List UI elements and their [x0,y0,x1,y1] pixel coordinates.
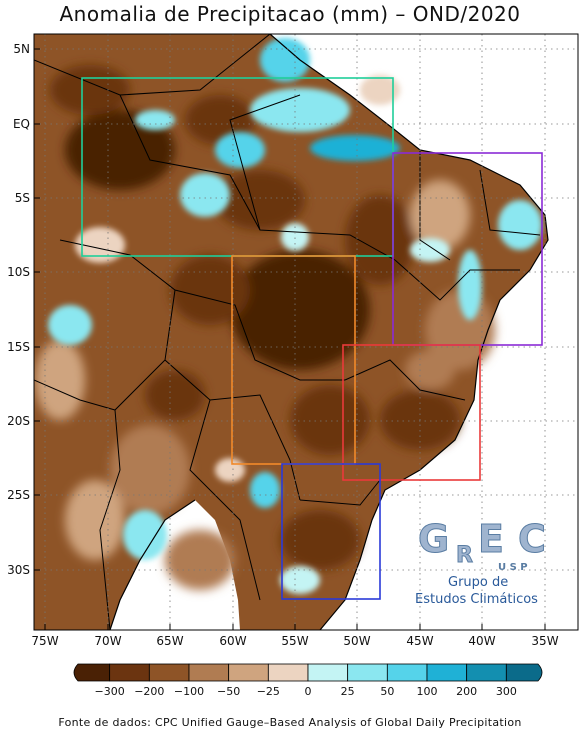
colorbar-swatch [109,663,150,682]
logo-line1: Grupo de [448,575,508,590]
lat-tick-label: 5N [13,42,30,56]
colorbar-swatch [148,663,190,682]
colorbar-swatch [505,663,543,682]
data-source-note: Fonte de dados: CPC Unified Gauge–Based … [58,716,522,729]
logo-letter-c: C [518,517,546,561]
colorbar-label: 0 [305,685,312,698]
region-box-southeast [342,344,481,481]
colorbar-label: −100 [174,685,204,698]
lon-tick-label: 60W [219,634,246,648]
lon-tick-label: 50W [343,634,370,648]
lat-tick-label: 10S [7,265,30,279]
colorbar-swatch [73,663,111,682]
colorbar-label: 25 [341,685,355,698]
colorbar-swatch [228,663,269,682]
lon-tick-labels: 75W 70W 65W 60W 55W 50W 45W 40W 35W [31,634,558,648]
colorbar-label: −50 [217,685,240,698]
grec-logo: G R E C U S P Grupo de Estudos Climático… [415,517,546,608]
lon-tick-label: 35W [531,634,558,648]
lat-tick-label: 15S [7,340,30,354]
lon-tick-label: 65W [156,634,183,648]
lat-tick-label: 20S [7,414,30,428]
map-title: Anomalia de Precipitacao (mm) – OND/2020 [59,2,521,26]
lat-axis [34,48,40,571]
logo-letter-g: G [418,517,449,561]
logo-usp: U S P [498,562,528,573]
coastline [269,34,549,630]
lat-tick-label: 30S [7,563,30,577]
colorbar-label: −300 [95,685,125,698]
political-borders [34,34,541,630]
colorbar-label: −25 [257,685,280,698]
colorbar-label: 50 [380,685,394,698]
lon-tick-label: 45W [406,634,433,648]
region-box-south [281,463,381,600]
plot-frame [33,33,579,631]
colorbar-swatch [347,663,388,682]
lon-tick-label: 40W [468,634,495,648]
colorbar-label: −200 [134,685,164,698]
lon-axis [44,624,546,630]
lat-tick-labels: 5N EQ 5S 10S 15S 20S 25S 30S [7,42,30,577]
colorbar-label: 100 [417,685,438,698]
lat-tick-label: EQ [13,117,30,131]
colorbar: −300 −200 −100 −50 −25 0 25 50 100 200 300 [73,663,543,698]
graticule [34,34,578,630]
colorbar-swatch [426,663,468,682]
colorbar-swatch [386,663,428,682]
logo-letter-r: R [456,543,473,568]
lon-tick-label: 55W [281,634,308,648]
lon-tick-label: 75W [31,634,58,648]
lat-tick-label: 5S [15,191,30,205]
colorbar-label: 200 [456,685,477,698]
lon-tick-label: 70W [94,634,121,648]
colorbar-swatch [188,663,230,682]
lat-tick-label: 25S [7,488,30,502]
colorbar-swatch [267,663,309,682]
anomaly-field [34,34,578,630]
colorbar-swatch [466,663,507,682]
colorbar-swatch [307,663,349,682]
logo-line2: Estudos Climáticos [415,592,538,607]
logo-letter-e: E [478,517,504,561]
colorbar-label: 300 [496,685,517,698]
